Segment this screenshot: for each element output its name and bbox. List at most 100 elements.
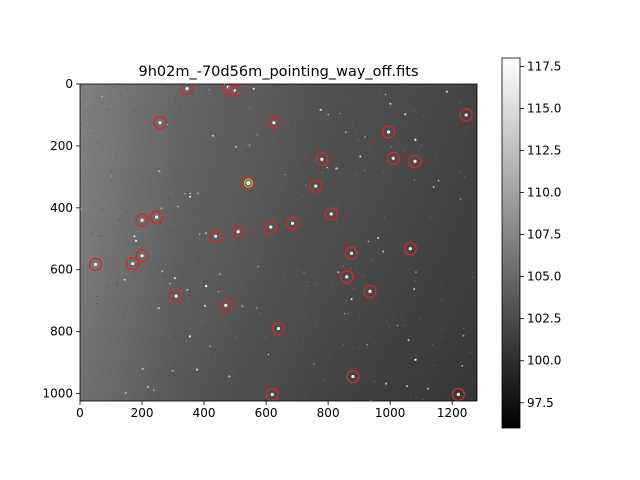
noise-pixel — [126, 212, 128, 214]
noise-pixel — [220, 120, 222, 122]
noise-pixel — [374, 343, 375, 345]
noise-pixel — [144, 150, 146, 152]
noise-pixel — [283, 271, 285, 273]
noise-pixel — [96, 157, 98, 159]
faint-star — [173, 277, 176, 280]
source-marker — [149, 210, 164, 224]
noise-pixel — [90, 325, 91, 327]
noise-pixel — [145, 294, 147, 295]
noise-pixel — [100, 302, 102, 304]
noise-pixel — [381, 181, 383, 183]
noise-pixel — [333, 112, 335, 114]
noise-pixel — [171, 368, 173, 370]
noise-pixel — [141, 123, 143, 125]
noise-pixel — [240, 271, 242, 273]
colorbar-tick-label: 102.5 — [527, 312, 561, 326]
noise-pixel — [378, 248, 380, 250]
noise-pixel — [358, 316, 360, 318]
faint-star — [284, 174, 286, 176]
faint-star — [461, 365, 464, 367]
noise-pixel — [373, 380, 375, 382]
noise-pixel — [245, 389, 247, 391]
noise-pixel — [228, 258, 230, 260]
noise-pixel — [277, 142, 279, 144]
noise-pixel — [148, 151, 150, 153]
noise-pixel — [187, 301, 189, 303]
noise-pixel — [305, 312, 307, 314]
image-panel[interactable] — [79, 81, 478, 402]
noise-pixel — [459, 101, 460, 103]
faint-star — [146, 385, 150, 389]
noise-pixel — [208, 357, 210, 359]
noise-pixel — [411, 359, 413, 361]
noise-pixel — [369, 149, 371, 151]
noise-pixel — [335, 205, 337, 207]
noise-pixel — [241, 132, 243, 134]
noise-pixel — [316, 283, 318, 285]
noise-pixel — [281, 88, 283, 90]
noise-pixel — [381, 261, 383, 263]
noise-pixel — [297, 270, 299, 272]
noise-pixel — [163, 275, 165, 276]
noise-pixel — [211, 310, 213, 312]
noise-pixel — [353, 288, 355, 290]
noise-pixel — [101, 234, 103, 236]
faint-star — [101, 95, 104, 98]
source-marker — [135, 213, 149, 227]
faint-star — [445, 90, 448, 93]
faint-star — [85, 103, 88, 105]
noise-pixel — [236, 143, 238, 145]
noise-pixel — [473, 163, 475, 165]
noise-pixel — [433, 364, 435, 366]
star-core — [224, 303, 228, 307]
source-marker — [346, 369, 360, 384]
noise-pixel — [342, 344, 344, 346]
noise-pixel — [98, 231, 100, 233]
noise-pixel — [251, 285, 253, 287]
faint-star — [141, 367, 144, 370]
noise-pixel — [94, 116, 96, 118]
colorbar-gradient — [502, 58, 520, 428]
noise-pixel — [261, 399, 263, 401]
noise-pixel — [426, 262, 428, 264]
noise-pixel — [132, 226, 134, 228]
noise-pixel — [395, 145, 397, 147]
noise-pixel — [444, 125, 446, 127]
source-marker — [267, 116, 281, 130]
noise-pixel — [355, 269, 357, 271]
noise-pixel — [97, 142, 99, 144]
noise-pixel — [118, 219, 120, 220]
noise-pixel — [461, 370, 462, 372]
colorbar-tick-label: 107.5 — [527, 228, 561, 242]
faint-star — [327, 113, 329, 116]
noise-pixel — [440, 212, 442, 214]
noise-pixel — [471, 399, 473, 401]
noise-pixel — [212, 285, 214, 286]
faint-star — [405, 384, 409, 388]
noise-pixel — [271, 143, 273, 145]
noise-pixel — [305, 289, 307, 291]
noise-pixel — [213, 349, 215, 351]
noise-pixel — [236, 277, 238, 279]
noise-pixel — [421, 374, 423, 376]
noise-pixel — [430, 308, 432, 310]
faint-star — [252, 87, 255, 90]
noise-pixel — [349, 341, 351, 343]
noise-pixel — [383, 217, 385, 218]
noise-pixel — [299, 378, 300, 379]
noise-pixel — [303, 339, 305, 341]
noise-pixel — [276, 95, 278, 97]
noise-pixel — [160, 166, 162, 168]
noise-pixel — [420, 144, 422, 146]
noise-pixel — [357, 112, 359, 114]
noise-pixel — [297, 159, 298, 161]
noise-pixel — [461, 295, 463, 297]
noise-pixel — [369, 84, 371, 85]
noise-pixel — [459, 333, 461, 335]
noise-pixel — [323, 195, 325, 196]
noise-pixel — [131, 348, 133, 349]
noise-pixel — [173, 338, 175, 340]
noise-pixel — [240, 334, 242, 336]
faint-star — [248, 107, 250, 109]
